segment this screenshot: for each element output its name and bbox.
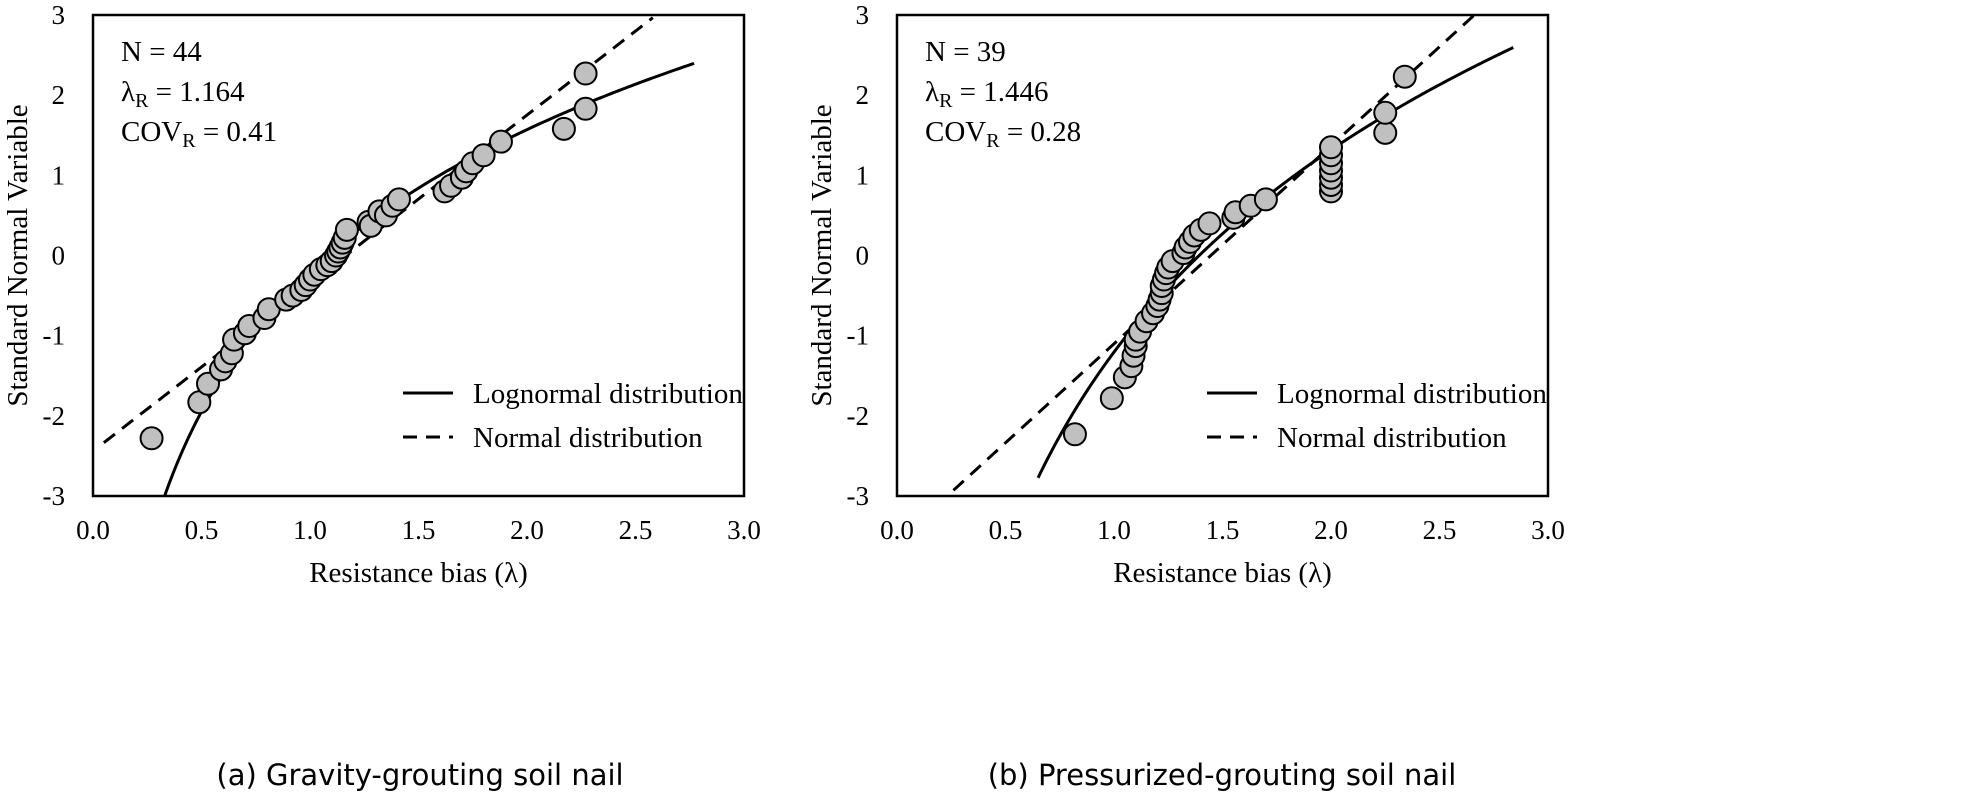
stat-cov: COVR = 0.28: [925, 116, 1081, 152]
data-point: [1062, 422, 1087, 447]
chart-marks: [102, 16, 695, 496]
data-point: [1099, 386, 1124, 411]
y-tick-label: 1: [52, 160, 66, 190]
mean-symbol: λ: [121, 76, 135, 108]
x-tick-label: 3.0: [727, 515, 761, 545]
x-tick-label: 1.5: [1206, 515, 1240, 545]
cov-label: COV: [121, 116, 182, 148]
y-tick-label: 0: [52, 241, 66, 271]
data-point: [1392, 64, 1417, 89]
data-point: [1253, 187, 1278, 212]
data-point: [1373, 120, 1398, 145]
y-tick-label: 0: [856, 241, 870, 271]
cov-value: = 0.28: [1000, 116, 1082, 148]
chart-marks: [952, 15, 1514, 492]
x-axis-label: Resistance bias (λ): [1113, 557, 1332, 589]
y-tick-label: -2: [43, 401, 66, 431]
x-tick-label: 2.0: [510, 515, 544, 545]
data-point: [334, 217, 359, 242]
x-tick-label: 1.0: [293, 515, 327, 545]
cov-value: = 0.41: [196, 116, 278, 148]
tick-labels: 0.0 0.5 1.0 1.5 2.0 2.5 3.0 -3 -2 -1 0 1…: [43, 0, 761, 545]
mean-value: = 1.164: [148, 76, 245, 108]
cov-subscript: R: [986, 130, 1000, 152]
x-axis-label: Resistance bias (λ): [309, 557, 528, 589]
x-tick-label: 0.0: [76, 515, 110, 545]
mean-subscript: R: [939, 90, 953, 112]
legend-lognormal-label: Lognormal distribution: [473, 378, 743, 410]
chart-panel-b: 0.0 0.5 1.0 1.5 2.0 2.5 3.0 -3 -2 -1 0 1…: [806, 0, 1565, 792]
data-point: [1197, 211, 1222, 236]
y-axis-label: Standard Normal Variable: [806, 104, 838, 406]
y-tick-label: -3: [847, 481, 870, 511]
y-tick-label: -2: [847, 401, 870, 431]
mean-value: = 1.446: [952, 76, 1048, 108]
y-tick-label: 3: [52, 0, 66, 30]
stat-cov: COVR = 0.41: [121, 116, 277, 152]
data-point: [551, 116, 576, 141]
y-tick-label: 1: [856, 160, 870, 190]
stat-mean-bias: λR = 1.446: [925, 76, 1049, 112]
plot-area-frame: [91, 13, 746, 498]
y-tick-label: 2: [856, 80, 870, 110]
plot-area-frame: [895, 13, 1550, 498]
legend-lognormal-label: Lognormal distribution: [1277, 378, 1547, 410]
x-tick-label: 2.5: [619, 515, 653, 545]
x-tick-label: 2.0: [1314, 515, 1348, 545]
x-tick-label: 0.0: [880, 515, 914, 545]
mean-symbol: λ: [925, 76, 939, 108]
data-point: [1319, 135, 1343, 160]
data-point: [488, 129, 513, 154]
x-tick-label: 1.0: [1097, 515, 1131, 545]
panel-caption: (b) Pressurized-grouting soil nail: [988, 758, 1457, 792]
stat-mean-bias: λR = 1.164: [121, 76, 245, 112]
x-tick-label: 3.0: [1531, 515, 1565, 545]
y-tick-label: 3: [856, 0, 870, 30]
data-point: [573, 96, 598, 121]
y-tick-label: -1: [43, 321, 66, 351]
data-point: [386, 187, 411, 212]
legend-normal-label: Normal distribution: [1277, 422, 1507, 454]
data-point: [1373, 100, 1398, 125]
mean-subscript: R: [135, 90, 149, 112]
x-tick-label: 2.5: [1423, 515, 1457, 545]
stat-sample-size: N = 39: [925, 36, 1006, 68]
stat-sample-size: N = 44: [121, 36, 202, 68]
data-point: [139, 426, 164, 451]
y-tick-label: -1: [847, 321, 870, 351]
cov-subscript: R: [182, 130, 196, 152]
x-tick-label: 0.5: [185, 515, 219, 545]
cov-label: COV: [925, 116, 986, 148]
legend-normal-label: Normal distribution: [473, 422, 703, 454]
normal-distribution-line: [952, 15, 1476, 492]
data-point: [471, 143, 496, 168]
data-point: [573, 61, 598, 86]
y-axis-label: Standard Normal Variable: [2, 104, 34, 406]
tick-labels: 0.0 0.5 1.0 1.5 2.0 2.5 3.0 -3 -2 -1 0 1…: [847, 0, 1565, 545]
x-tick-label: 0.5: [989, 515, 1023, 545]
x-tick-label: 1.5: [402, 515, 436, 545]
panel-caption: (a) Gravity-grouting soil nail: [216, 758, 623, 792]
y-tick-label: 2: [52, 80, 66, 110]
lognormal-distribution-curve: [1036, 46, 1514, 479]
chart-panel-a: 0.0 0.5 1.0 1.5 2.0 2.5 3.0 -3 -2 -1 0 1…: [2, 0, 761, 792]
y-tick-label: -3: [43, 481, 66, 511]
